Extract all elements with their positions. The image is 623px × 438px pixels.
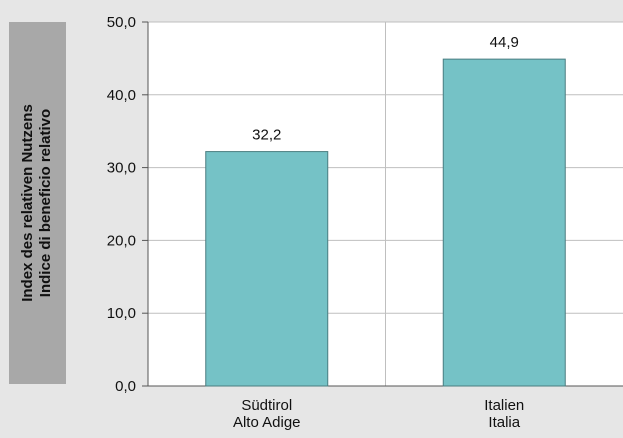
x-category-label: Alto Adige [233, 414, 301, 431]
y-tick-label: 40,0 [107, 87, 136, 104]
bar-value-label: 32,2 [252, 127, 281, 144]
bar [205, 151, 329, 387]
x-category-label: Südtirol [241, 397, 292, 414]
y-tick-labels: 0,0 10,0 20,0 30,0 40,0 50,0 [107, 14, 148, 395]
x-category-label: Italia [488, 414, 520, 431]
y-axis-label-box [9, 22, 66, 384]
bars: 32,2 44,9 [205, 34, 566, 387]
bar [442, 58, 566, 387]
y-tick-label: 30,0 [107, 160, 136, 177]
x-category-label: Italien [484, 397, 524, 414]
y-tick-label: 50,0 [107, 14, 136, 31]
y-axis-label-line-2: Indice di beneficio relativo [37, 109, 54, 297]
y-tick-label: 0,0 [115, 378, 136, 395]
y-axis-label-line-1: Index des relativen Nutzens [19, 104, 36, 302]
bar-value-label: 44,9 [490, 34, 519, 51]
y-tick-label: 10,0 [107, 305, 136, 322]
y-tick-label: 20,0 [107, 232, 136, 249]
